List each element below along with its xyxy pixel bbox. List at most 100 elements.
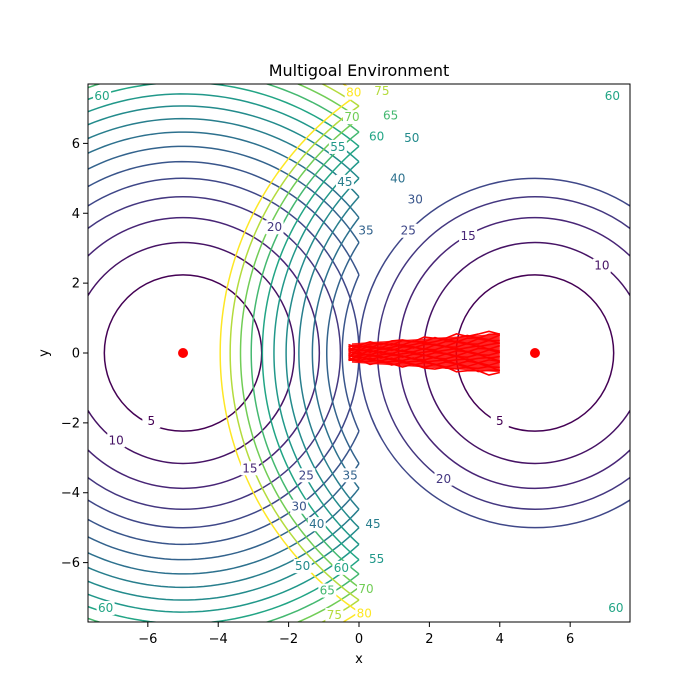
- x-tick-label: 0: [355, 632, 363, 647]
- contour-label: 65: [383, 108, 398, 122]
- contour-label-bg: [344, 85, 363, 100]
- contour-label-bg: [434, 471, 453, 486]
- goal-marker-1: [178, 348, 189, 358]
- contour-label: 60: [608, 601, 623, 615]
- trajectory-layer: [348, 330, 501, 376]
- contour-label-bg: [490, 414, 509, 429]
- contour-label: 20: [267, 220, 282, 234]
- contour-label: 30: [408, 192, 423, 206]
- contour-label-bg: [107, 433, 126, 448]
- contour-label-bg: [592, 258, 611, 273]
- x-tick-label: −6: [138, 632, 157, 647]
- contour-line-70-goal-2: [239, 118, 360, 588]
- contour-label-bg: [240, 461, 259, 476]
- contour-label: 50: [295, 559, 310, 573]
- contour-label: 60: [334, 561, 349, 575]
- contour-label-bg: [335, 174, 354, 189]
- contour-label-bg: [93, 89, 112, 104]
- y-tick-label: −2: [61, 416, 80, 431]
- y-tick-label: −6: [61, 556, 80, 571]
- contour-label-bg: [367, 552, 386, 567]
- contour-label: 10: [594, 259, 609, 273]
- contour-line-45-goal-1: [88, 117, 360, 589]
- contour-line-30-goal-2: [341, 274, 360, 432]
- contour-label-bg: [603, 89, 622, 104]
- x-axis-ticks: −6 −4 −2 0 2 4 6: [138, 622, 574, 647]
- contour-label-bg: [325, 608, 344, 622]
- contour-label-bg: [265, 220, 284, 235]
- contour-label: 75: [327, 608, 342, 622]
- contour-line-40-goal-2: [311, 217, 360, 489]
- contour-label: 50: [404, 131, 419, 145]
- contour-line-25-goal-2: [358, 177, 630, 529]
- contour-label-bg: [606, 601, 625, 616]
- contour-line-30-goal-1: [88, 160, 360, 546]
- contour-label: 10: [109, 433, 124, 447]
- contour-label: 30: [292, 500, 307, 514]
- y-tick-label: 2: [72, 277, 80, 292]
- contour-label-bg: [293, 559, 312, 574]
- contour-label-bg: [290, 499, 309, 514]
- contour-line-55-goal-2: [273, 161, 360, 545]
- contour-line-75-goal-2: [229, 105, 360, 601]
- contour-label: 55: [369, 552, 384, 566]
- contour-line-15-goal-1: [88, 216, 321, 490]
- contour-label: 65: [320, 584, 335, 598]
- contour-label: 70: [344, 110, 359, 124]
- contour-label-bg: [318, 583, 337, 598]
- contour-label-bg: [388, 171, 407, 186]
- contour-label: 5: [496, 414, 504, 428]
- contour-label: 5: [148, 414, 156, 428]
- contour-label-bg: [459, 228, 478, 243]
- x-tick-label: 4: [496, 632, 504, 647]
- contour-line-35-goal-1: [88, 145, 360, 561]
- contour-line-40-goal-1: [88, 131, 360, 575]
- contour-label-bg: [364, 517, 383, 532]
- contour-label: 45: [365, 517, 380, 531]
- contour-label: 15: [460, 229, 475, 243]
- contour-label: 60: [605, 89, 620, 103]
- contour-label-bg: [297, 468, 316, 483]
- contour-line-80-goal-2: [219, 93, 360, 613]
- contour-label: 25: [401, 224, 416, 238]
- contour-label: 55: [330, 140, 345, 154]
- contour-line-50-goal-1: [88, 105, 360, 601]
- contour-label: 70: [358, 582, 373, 596]
- contour-label: 60: [369, 129, 384, 143]
- contour-label: 60: [94, 89, 109, 103]
- contour-label: 25: [299, 468, 314, 482]
- y-axis-ticks: −6 −4 −2 0 2 4 6: [61, 137, 88, 571]
- contour-label-bg: [307, 517, 326, 532]
- contour-label-bg: [372, 84, 391, 98]
- contour-label-bg: [341, 468, 360, 483]
- contour-label-bg: [142, 414, 161, 429]
- contour-label-bg: [357, 581, 376, 596]
- y-axis-label: y: [37, 349, 52, 357]
- contour-label-bg: [406, 192, 425, 207]
- goal-marker-2: [529, 348, 540, 358]
- contour-label-bg: [96, 601, 115, 616]
- y-tick-label: 0: [72, 347, 80, 362]
- contour-line-60-goal-2: [261, 145, 360, 561]
- contour-line-10-goal-2: [422, 241, 630, 465]
- contour-label: 40: [390, 171, 405, 185]
- contour-label: 20: [436, 472, 451, 486]
- x-tick-label: 2: [425, 632, 433, 647]
- y-tick-label: −4: [61, 486, 80, 501]
- y-tick-label: 4: [72, 207, 80, 222]
- contour-label: 15: [242, 461, 257, 475]
- contour-label: 35: [343, 468, 358, 482]
- trajectory-bundle: [351, 333, 500, 373]
- contour-label: 60: [98, 601, 113, 615]
- contour-label-bg: [357, 223, 376, 238]
- contour-label-bg: [367, 129, 386, 144]
- contour-label: 35: [358, 224, 373, 238]
- contour-label-bg: [332, 560, 351, 575]
- contour-line-55-goal-1: [88, 93, 360, 613]
- contour-label-bg: [399, 223, 418, 238]
- contour-label-bg: [328, 139, 347, 154]
- x-tick-label: −2: [279, 632, 298, 647]
- contour-label: 75: [374, 84, 389, 98]
- contour-line-20-goal-1: [88, 196, 342, 510]
